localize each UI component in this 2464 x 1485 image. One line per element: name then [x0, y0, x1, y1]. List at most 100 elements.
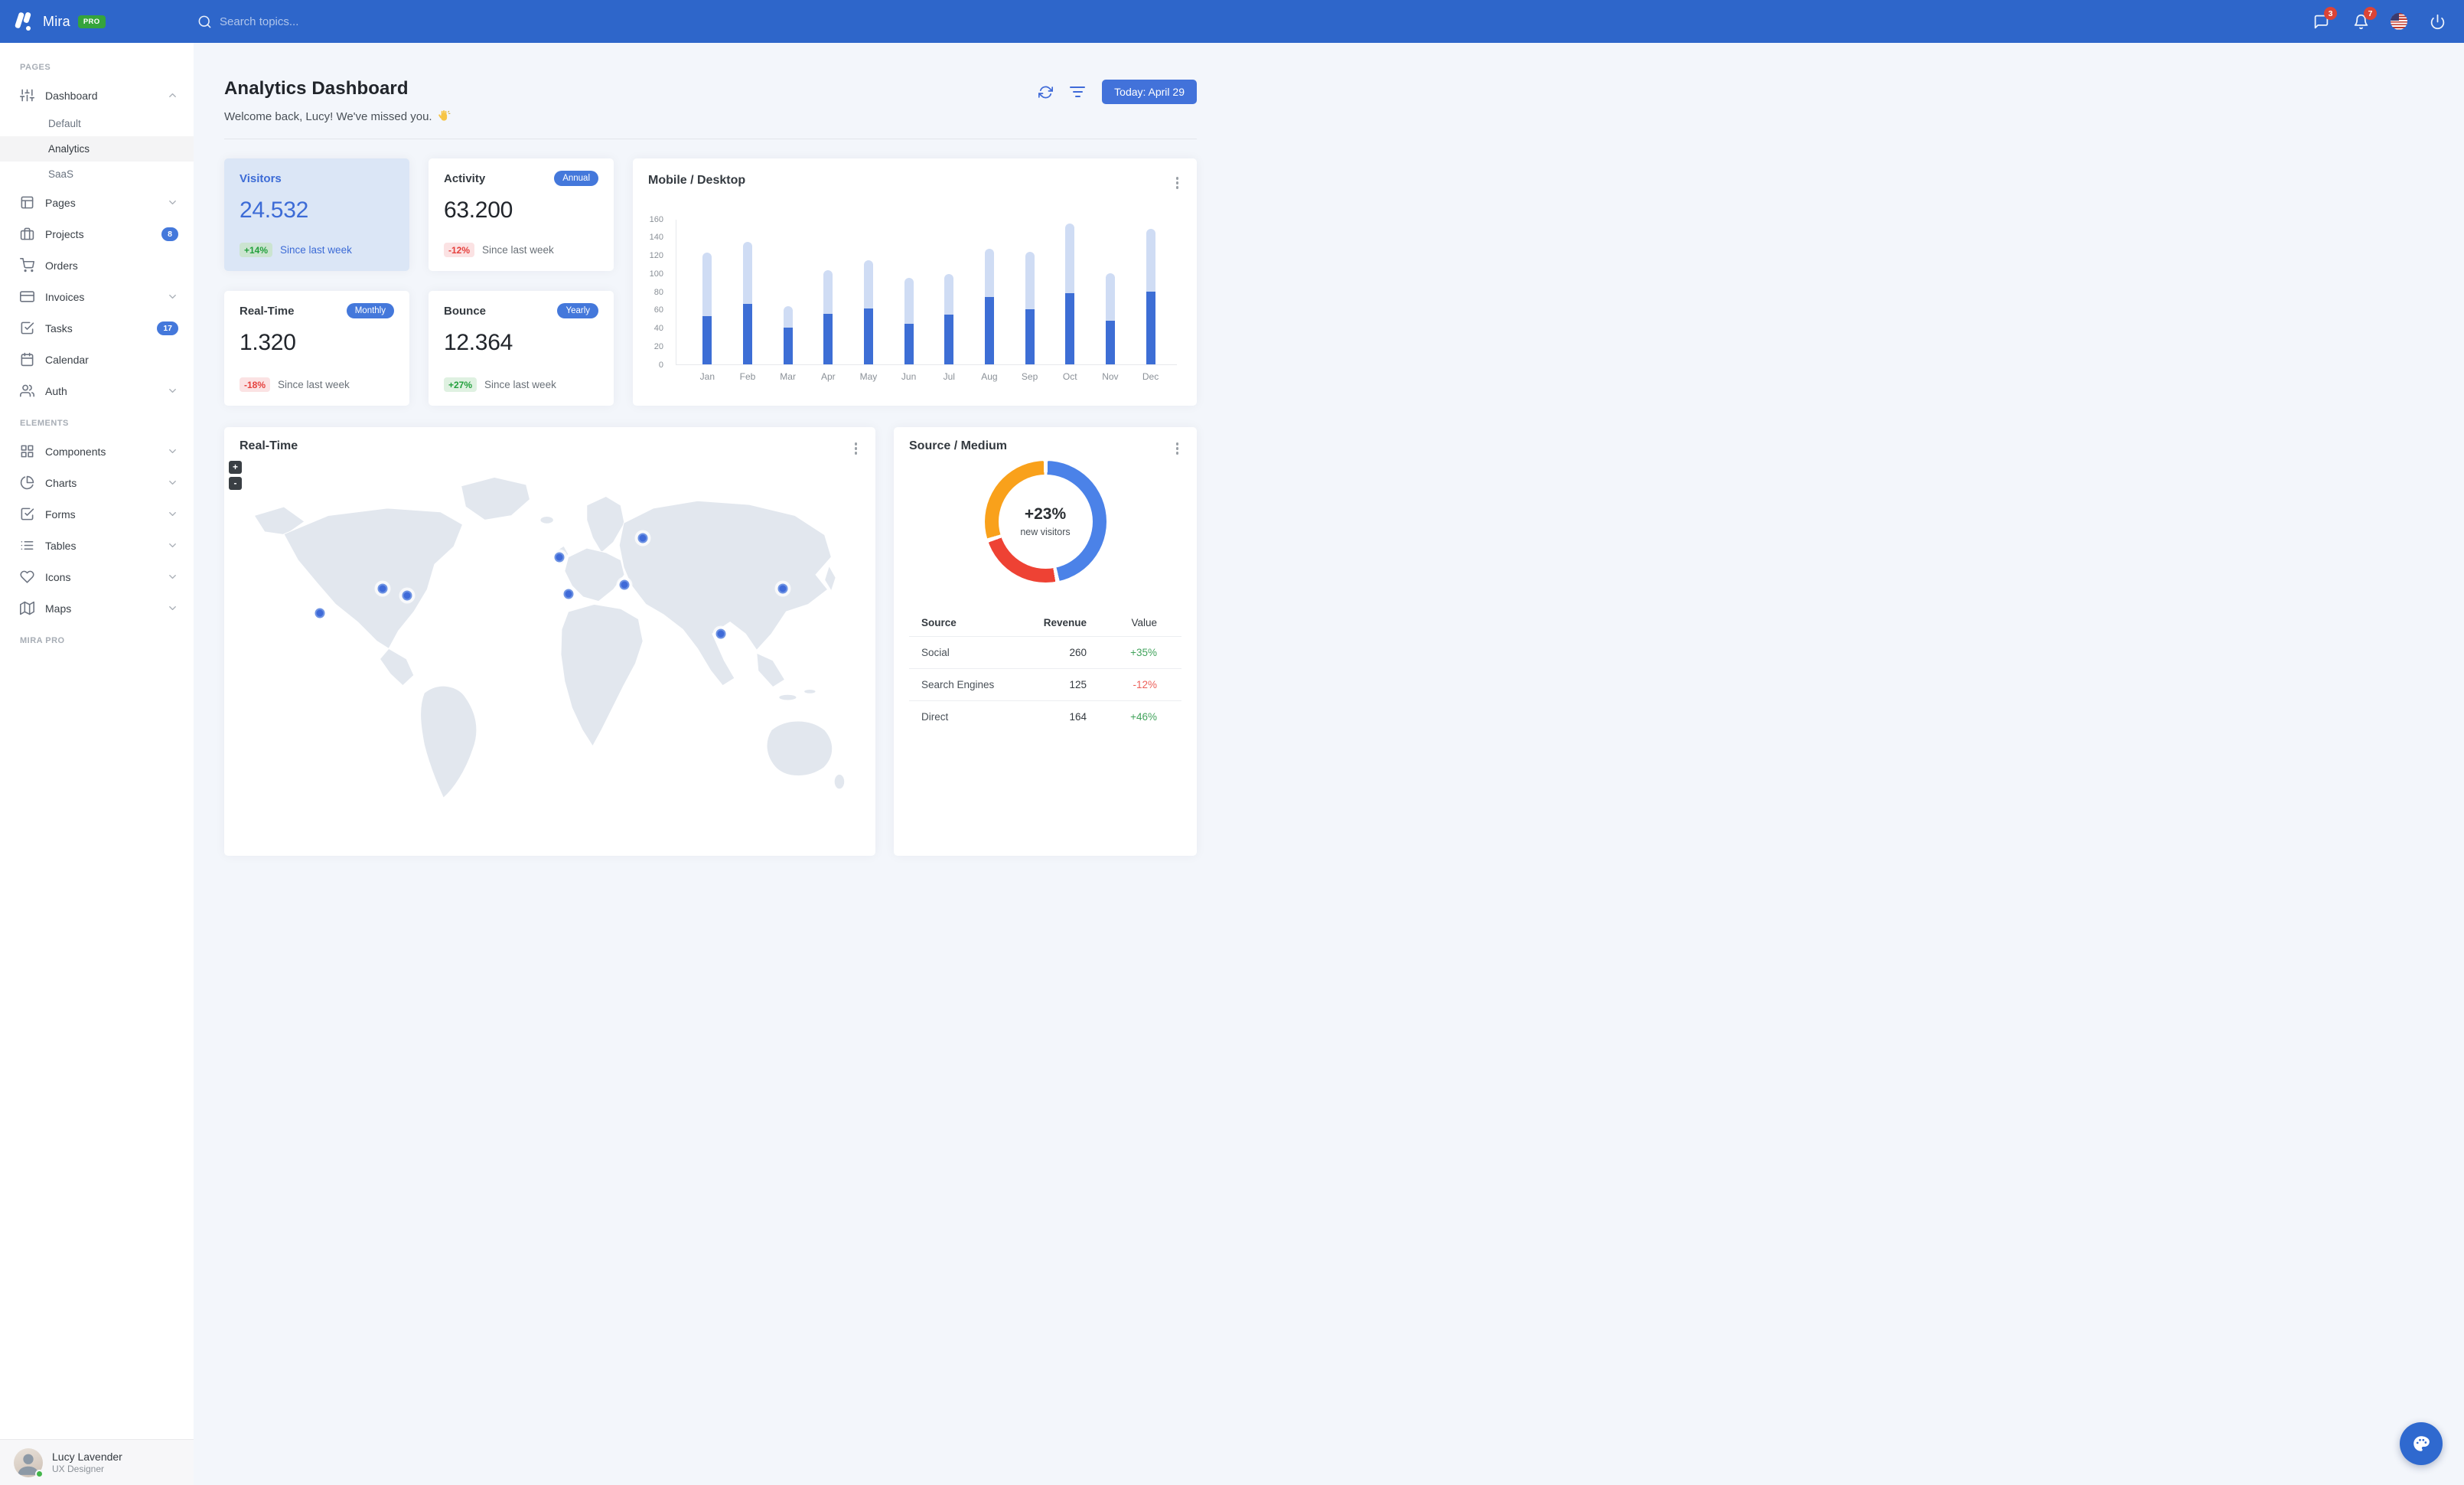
bar-mobile-segment	[783, 328, 793, 364]
sidebar-item-auth[interactable]: Auth	[0, 375, 194, 406]
cell-revenue: 125	[1069, 678, 1087, 690]
heart-icon	[20, 570, 34, 584]
bar-mobile-segment	[1065, 292, 1075, 364]
donut-chart: +23% new visitors	[984, 460, 1107, 583]
map-marker[interactable]	[402, 590, 412, 601]
y-tick-label: 120	[649, 251, 663, 260]
sidebar-item-invoices[interactable]: Invoices	[0, 281, 194, 312]
sidebar-item-icons[interactable]: Icons	[0, 561, 194, 592]
x-tick-label: Jan	[699, 370, 715, 382]
cell-value: +35%	[1130, 646, 1157, 658]
logo-mark-icon	[12, 11, 35, 32]
messages-button[interactable]: 3	[2311, 7, 2337, 31]
check-square-icon	[20, 507, 34, 521]
kebab-menu-icon[interactable]	[1173, 439, 1182, 458]
map-marker[interactable]	[315, 608, 325, 618]
table-header-row: Source Revenue Value	[921, 617, 1157, 628]
sidebar-item-forms[interactable]: Forms	[0, 498, 194, 530]
chevron-up-icon	[167, 90, 178, 101]
stat-period-pill[interactable]: Monthly	[346, 303, 394, 318]
cell-revenue: 260	[1069, 646, 1087, 658]
sidebar-item-components[interactable]: Components	[0, 436, 194, 467]
welcome-text: Welcome back, Lucy! We've missed you.	[224, 109, 451, 123]
bar-desktop-segment	[863, 260, 873, 309]
map-marker[interactable]	[377, 583, 388, 594]
sidebar-item-tasks[interactable]: Tasks 17	[0, 312, 194, 344]
kebab-menu-icon[interactable]	[852, 439, 861, 458]
bar-oct: Oct	[1063, 220, 1077, 382]
stat-delta-badge: +27%	[444, 377, 477, 392]
x-tick-label: Sep	[1021, 370, 1038, 382]
map-zoom-in-button[interactable]: +	[229, 461, 242, 474]
cell-source: Direct	[921, 710, 949, 723]
map-marker[interactable]	[637, 533, 648, 543]
sidebar-nav: PAGES Dashboard Default Analytics SaaS Pag…	[0, 51, 194, 653]
refresh-icon	[1038, 86, 1054, 98]
sidebar-item-pages[interactable]: Pages	[0, 187, 194, 218]
layout-icon	[20, 195, 34, 210]
bar-mobile-segment	[944, 315, 954, 364]
brand[interactable]: Mira PRO	[12, 11, 193, 32]
sidebar-item-charts[interactable]: Charts	[0, 467, 194, 498]
stat-title: Activity	[444, 172, 486, 185]
x-tick-label: Jul	[943, 370, 955, 382]
sidebar-section-pages: PAGES	[20, 63, 51, 72]
palette-icon	[2413, 1436, 2430, 1451]
bar-desktop-segment	[1105, 273, 1115, 321]
search-input[interactable]	[220, 15, 388, 28]
bar-aug: Aug	[981, 220, 998, 382]
sidebar-subitem-analytics[interactable]: Analytics	[0, 136, 194, 162]
sidebar-item-orders[interactable]: Orders	[0, 250, 194, 281]
stat-title: Visitors	[240, 172, 282, 185]
map-card-title: Real-Time	[240, 439, 298, 452]
sidebar-user[interactable]: Lucy Lavender UX Designer	[0, 1439, 194, 1485]
sidebar-item-projects[interactable]: Projects 8	[0, 218, 194, 250]
top-navbar: Mira PRO 3 7	[0, 0, 2464, 43]
map-zoom-out-button[interactable]: -	[229, 477, 242, 490]
x-tick-label: May	[859, 370, 878, 382]
map-marker[interactable]	[619, 579, 630, 590]
notifications-button[interactable]: 7	[2351, 7, 2377, 31]
map-marker[interactable]	[554, 552, 565, 563]
list-icon	[20, 538, 34, 553]
filter-button[interactable]	[1070, 86, 1086, 98]
bar-mobile-segment	[823, 314, 833, 364]
chart-title: Mobile / Desktop	[648, 174, 746, 187]
chevron-down-icon	[167, 197, 178, 208]
sidebar-item-dashboard[interactable]: Dashboard	[0, 80, 194, 111]
map-icon	[20, 601, 34, 615]
sidebar-item-maps[interactable]: Maps	[0, 592, 194, 624]
refresh-button[interactable]	[1038, 85, 1054, 100]
sidebar-item-calendar[interactable]: Calendar	[0, 344, 194, 375]
stat-title: Bounce	[444, 305, 487, 318]
stat-title: Real-Time	[240, 305, 295, 318]
bar-mobile-segment	[742, 304, 752, 364]
stat-period-pill[interactable]: Annual	[554, 171, 598, 186]
sidebar-subitem-default[interactable]: Default	[48, 118, 81, 129]
page-title: Analytics Dashboard	[224, 78, 409, 99]
map-marker[interactable]	[563, 589, 574, 599]
bar-mobile-segment	[904, 324, 914, 364]
x-tick-label: Oct	[1062, 370, 1077, 382]
table-row-direct: Direct 164 +46%	[909, 700, 1181, 733]
sign-out-button[interactable]	[2427, 11, 2447, 31]
user-name: Lucy Lavender	[52, 1450, 122, 1463]
sidebar-subitem-saas[interactable]: SaaS	[48, 168, 74, 180]
bar-mobile-segment	[702, 315, 712, 364]
world-map	[240, 464, 860, 811]
stat-period-pill[interactable]: Yearly	[557, 303, 598, 318]
bar-mobile-segment	[1025, 309, 1035, 364]
map-marker[interactable]	[715, 628, 726, 639]
mobile-desktop-card: Mobile / Desktop 0 20 40 60 80 100 120 140 160 J…	[633, 158, 1197, 406]
kebab-menu-icon[interactable]	[1173, 174, 1182, 192]
date-range-button[interactable]: Today: April 29	[1102, 80, 1197, 104]
bar-desktop-segment	[823, 270, 833, 315]
stats-grid: Mobile / Desktop 0 20 40 60 80 100 120 140 160 J…	[224, 158, 1197, 406]
theme-settings-button[interactable]	[2400, 1422, 2443, 1465]
bar-jan: Jan	[700, 220, 715, 382]
us-flag-icon[interactable]	[2391, 13, 2407, 30]
pie-chart-icon	[20, 475, 34, 490]
y-tick-label: 100	[649, 269, 663, 279]
sidebar-item-tables[interactable]: Tables	[0, 530, 194, 561]
map-marker[interactable]	[777, 583, 788, 594]
